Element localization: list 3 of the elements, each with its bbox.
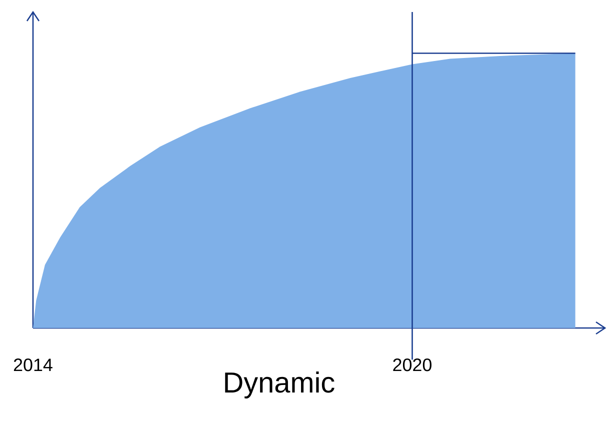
x-axis-title: Dynamic	[225, 372, 334, 398]
x-tick-label: 2014	[14, 358, 52, 372]
x-tick-label: 2020	[393, 358, 432, 372]
